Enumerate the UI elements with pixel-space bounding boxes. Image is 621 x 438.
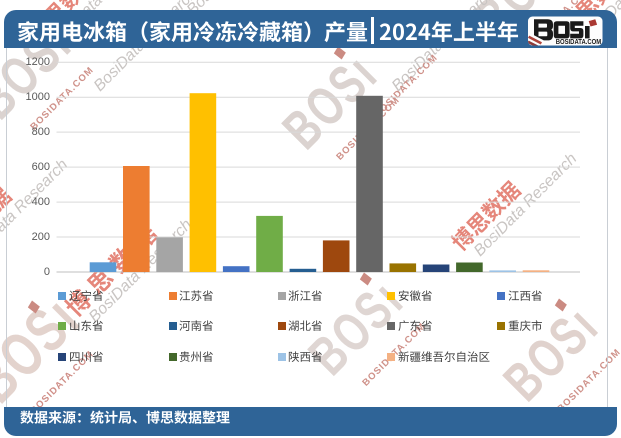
svg-text:BOSIDATA.COM: BOSIDATA.COM xyxy=(556,37,602,46)
